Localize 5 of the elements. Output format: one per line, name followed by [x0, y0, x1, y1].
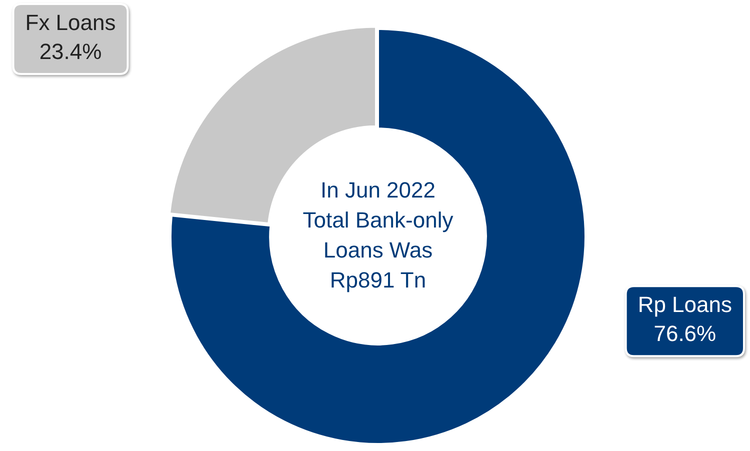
- data-label: 23.4%: [39, 39, 102, 64]
- slice-label: Rp Loans: [638, 292, 732, 318]
- slice-label: Fx Loans: [25, 10, 116, 36]
- text: In Jun 2022 Total Bank-only Loans Was Rp891 Tn: [302, 178, 454, 293]
- data-label: 76.6%: [654, 321, 716, 346]
